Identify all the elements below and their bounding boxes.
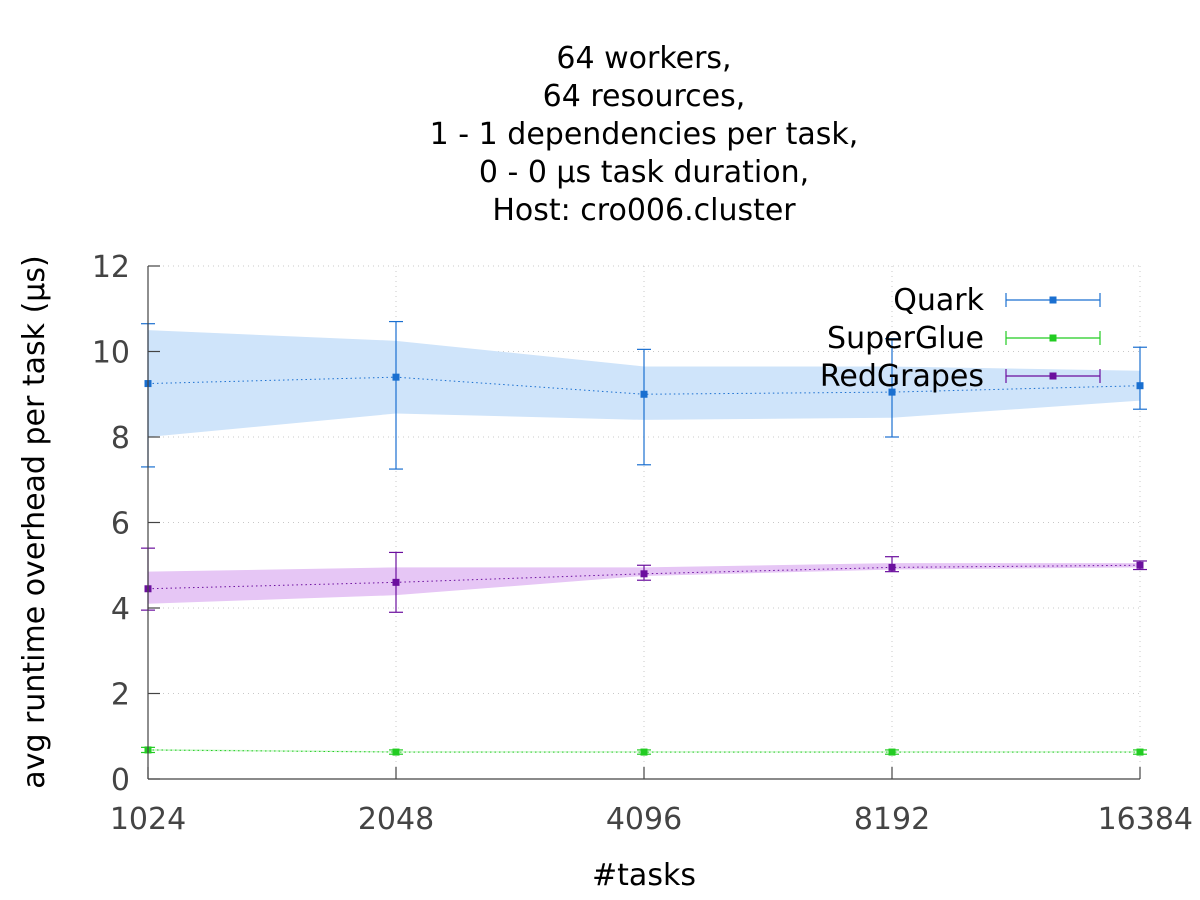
legend-label-superglue: SuperGlue — [827, 321, 984, 356]
data-point-superglue-3 — [888, 748, 896, 756]
title-line-4: Host: cro006.cluster — [492, 193, 796, 228]
data-point-redgrapes-1 — [392, 578, 400, 586]
x-tick-label-2: 4096 — [606, 802, 682, 837]
legend-label-quark: Quark — [893, 283, 984, 318]
legend-label-redgrapes: RedGrapes — [820, 359, 984, 394]
data-point-redgrapes-4 — [1136, 561, 1144, 569]
data-point-superglue-1 — [392, 748, 400, 756]
y-tick-label-0: 0 — [111, 763, 130, 798]
x-tick-label-4: 16384 — [1098, 802, 1193, 837]
y-tick-label-5: 10 — [92, 336, 130, 371]
x-tick-label-3: 8192 — [854, 802, 930, 837]
x-tick-label-0: 1024 — [110, 802, 186, 837]
chart-title: 64 workers,64 resources,1 - 1 dependenci… — [430, 41, 859, 228]
x-axis-label: #tasks — [592, 858, 696, 893]
y-tick-label-1: 2 — [111, 678, 130, 713]
data-point-quark-4 — [1136, 382, 1144, 390]
y-tick-label-4: 8 — [111, 421, 130, 456]
axes: 0 2 4 6 8 10 12 1024 2048 4096 8192 16384 — [92, 250, 1193, 837]
data-point-superglue-2 — [640, 748, 648, 756]
data-point-quark-1 — [392, 373, 400, 381]
title-line-1: 64 resources, — [543, 79, 746, 114]
title-line-3: 0 - 0 µs task duration, — [479, 155, 809, 190]
data-point-quark-2 — [640, 390, 648, 398]
data-point-superglue-4 — [1136, 748, 1144, 756]
x-tick-label-1: 2048 — [358, 802, 434, 837]
legend-marker-quark — [1049, 296, 1057, 304]
y-tick-label-2: 4 — [111, 592, 130, 627]
y-tick-label-6: 12 — [92, 250, 130, 285]
data-point-redgrapes-3 — [888, 563, 896, 571]
legend-marker-redgrapes — [1049, 372, 1057, 380]
data-point-quark-3 — [888, 388, 896, 396]
title-line-2: 1 - 1 dependencies per task, — [430, 117, 859, 152]
data-point-redgrapes-2 — [640, 570, 648, 578]
y-tick-label-3: 6 — [111, 507, 130, 542]
y-axis-label: avg runtime overhead per task (µs) — [17, 255, 52, 788]
legend-marker-superglue — [1049, 334, 1057, 342]
title-line-0: 64 workers, — [556, 41, 731, 76]
